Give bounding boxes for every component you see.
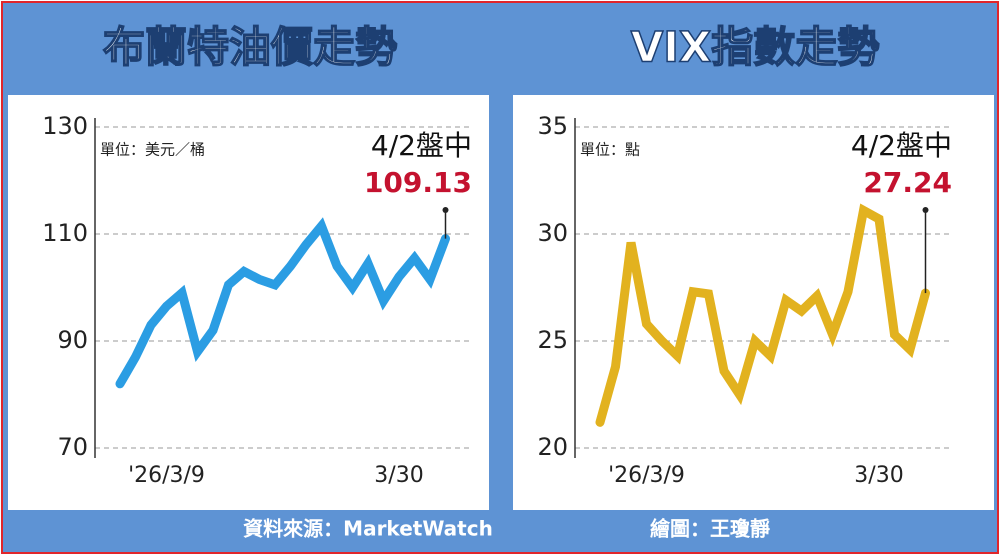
annotation: 4/2盤中 (851, 129, 952, 162)
y-tick-label: 110 (42, 219, 88, 247)
y-tick-label: 70 (57, 433, 88, 461)
y-tick-label: 90 (57, 326, 88, 354)
plot-panel (8, 95, 489, 510)
source: 資料來源：MarketWatch (243, 517, 493, 541)
value-label: 27.24 (863, 166, 952, 199)
data-line (595, 203, 930, 427)
chart-title: VIX指數走勢 (631, 23, 880, 72)
x-tick-label: '26/3/9 (608, 463, 685, 488)
x-tick-label: 3/30 (374, 463, 423, 488)
chart-title: 布蘭特油價走勢 (103, 23, 397, 72)
unit-label: 單位：美元／桶 (100, 141, 205, 159)
credit: 繪圖：王瓊靜 (650, 517, 770, 541)
x-tick-label: 3/30 (854, 463, 903, 488)
y-tick-label: 130 (42, 112, 88, 140)
y-tick-label: 25 (537, 326, 568, 354)
y-tick-label: 20 (537, 433, 568, 461)
leader-dot (922, 207, 929, 213)
y-tick-label: 35 (537, 112, 568, 140)
unit-label: 單位：點 (580, 141, 640, 159)
value-label: 109.13 (364, 166, 472, 199)
y-tick-label: 30 (537, 219, 568, 247)
x-tick-label: '26/3/9 (128, 463, 205, 488)
plot-panel (513, 95, 994, 510)
leader-dot (442, 207, 449, 213)
annotation: 4/2盤中 (371, 129, 472, 162)
data-line (115, 217, 450, 389)
